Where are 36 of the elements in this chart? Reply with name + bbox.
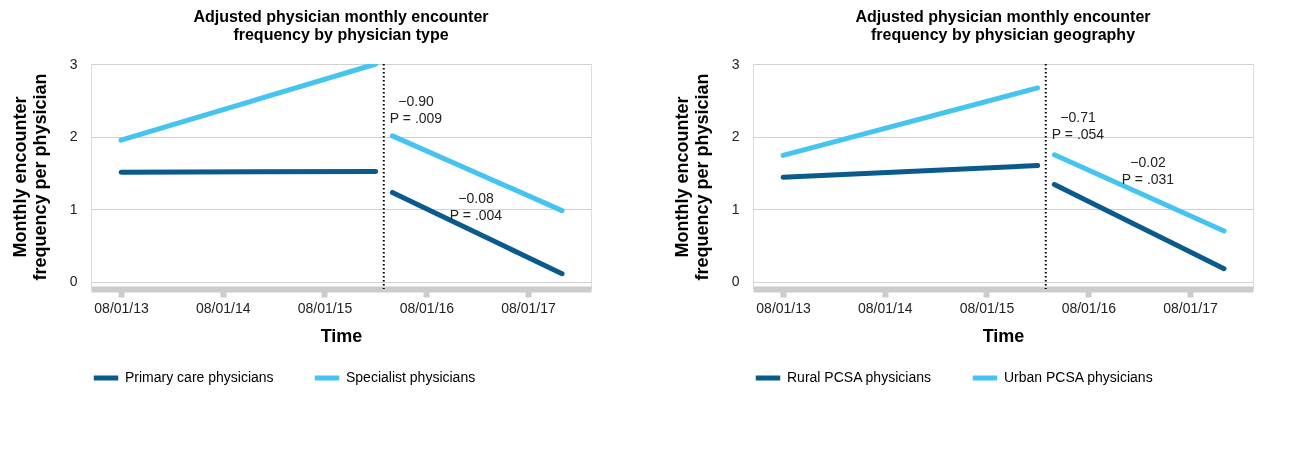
text: Monthly encounter [671,96,692,258]
y-tick-label: 1 [69,200,78,217]
text: Adjusted physician monthly encounter [193,8,489,25]
text: frequency per physician [691,73,712,281]
x-tick-label: 08/01/14 [858,299,913,316]
y-tick-label: 0 [69,273,78,290]
annotation: −0.71 P = .054 [1051,109,1105,142]
x-tick-label: 08/01/15 [297,299,353,316]
y-tick-label: 3 [731,55,740,72]
legend-label: Rural PCSA physicians [787,369,931,385]
y-tick-label: 0 [731,273,740,290]
x-tick-label: 08/01/13 [756,299,812,316]
x-tick-label: 08/01/15 [959,299,1015,316]
annotation: −0.08 P = .004 [449,190,503,223]
legend-label: Primary care physicians [125,369,274,385]
x-axis-title: Time [982,325,1025,346]
y-tick-label: 1 [731,200,740,217]
text: Monthly encounter [9,96,30,258]
legend-label: Urban PCSA physicians [1004,369,1153,385]
x-tick-label: 08/01/17 [1163,299,1219,316]
text: frequency by physician geography [870,26,1136,43]
annotation: −0.90 P = .009 [389,93,443,127]
x-tick-label: 08/01/14 [196,299,251,316]
text: frequency per physician [29,73,50,281]
text: Adjusted physician monthly encounter [855,8,1151,25]
x-axis-title: Time [320,325,363,346]
x-tick-label: 08/01/13 [94,299,150,316]
y-tick-label: 2 [69,128,78,145]
x-tick-label: 08/01/16 [399,299,455,316]
legend-label: Specialist physicians [346,369,476,385]
text: frequency by physician type [233,26,449,43]
annotation: −0.02 P = .031 [1121,154,1175,187]
y-tick-label: 2 [731,128,740,145]
x-tick-label: 08/01/16 [1061,299,1117,316]
y-tick-label: 3 [69,55,78,72]
x-tick-label: 08/01/17 [501,299,557,316]
